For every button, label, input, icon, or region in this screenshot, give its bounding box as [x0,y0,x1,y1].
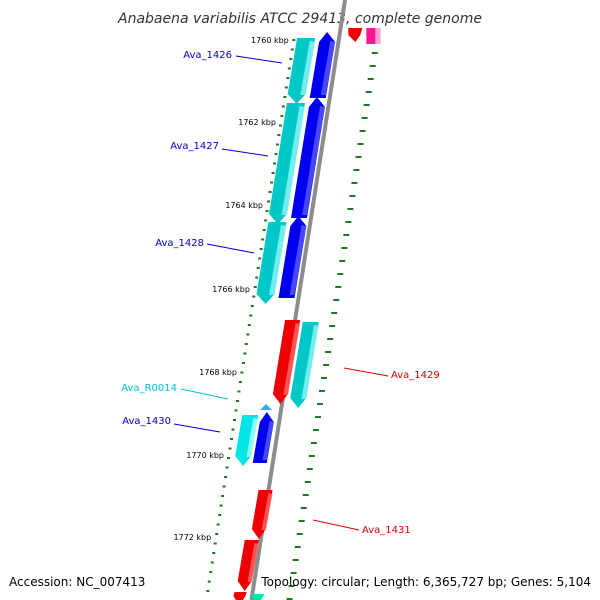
gene-features [233,28,381,600]
genome-info-label: Topology: circular; Length: 6,365,727 bp… [261,575,591,589]
gene-ava-1428-companion-highlight [269,225,287,295]
tick-label: 1772 kbp [174,533,212,542]
gene-teal-bottom [251,594,265,600]
tick-label: 1766 kbp [212,285,250,294]
gene-label-ava-1430: Ava_1430 [122,416,171,427]
gene-ava-1426-companion-highlight [300,41,316,95]
tick-label: 1762 kbp [238,118,276,127]
tick-label: 1768 kbp [199,368,237,377]
tick-label: 1770 kbp [186,451,224,460]
leader-ava-1426 [235,55,283,64]
leader-ava-1427 [221,148,269,157]
tick-label: 1760 kbp [251,36,289,45]
map-title: Anabaena variabilis ATCC 29413, complete… [117,11,482,27]
gene-label-ava-1426: Ava_1426 [183,50,232,61]
leader-ava-1429 [343,367,389,377]
gene-ava-1427-arrow-highlight [302,106,325,215]
gene-ava-1428-arrow-highlight [289,225,307,295]
gene-ava-1428-arrow [278,216,307,298]
accession-label: Accession: NC_007413 [9,575,146,589]
gene-label-ava-r0014: Ava_R0014 [121,383,177,394]
leader-ava-r0014 [180,388,229,400]
leader-ava-1431 [312,519,360,531]
gene-red-bottom [233,592,247,600]
gene-label-ava-1427: Ava_1427 [170,141,219,152]
gene-ava-1429-companion-highlight [301,325,319,399]
gene-labels: Ava_1426 Ava_1427 Ava_1428 Ava_1429 Ava_R001… [121,50,439,536]
gene-ava-1426-arrow-highlight [320,41,336,95]
gene-label-ava-1428: Ava_1428 [155,238,204,249]
gene-ava-1431-arrow-highlight [261,493,273,530]
tick-label: 1764 kbp [225,201,263,210]
gene-red-top [348,28,363,42]
scale-dashes [206,39,380,600]
gene-label-ava-1429: Ava_1429 [391,370,440,381]
gene-ava-1427-arrow [290,97,325,218]
leader-ava-1428 [206,243,255,254]
leader-ava-1430 [173,423,221,433]
gene-magenta-highlight [375,28,381,44]
gene-ava-1427-companion-highlight [281,106,305,215]
gene-ava-1429-arrow-highlight [283,323,301,395]
tick-labels: 1760 kbp 1762 kbp 1764 kbp 1766 kbp 1768 kbp… [174,36,289,542]
gene-ava-1430-companion-highlight [246,418,259,457]
gene-red-lower-highlight [247,543,259,582]
gene-ava-1430-arrow-highlight [262,421,274,460]
gene-ava-1426-arrow [309,32,336,98]
gene-ava-r0014-arrow [260,404,273,410]
gene-label-ava-1431: Ava_1431 [362,525,411,536]
